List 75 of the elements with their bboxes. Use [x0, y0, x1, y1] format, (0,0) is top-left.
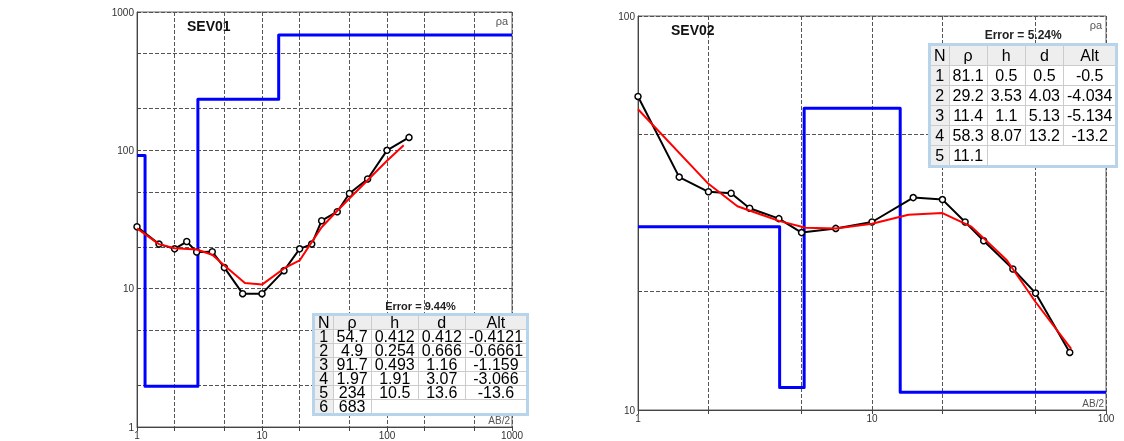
x-tick-label: 100 [378, 429, 396, 441]
annotation: Error = 5.24% [984, 28, 1062, 42]
annotation: 11.4 [949, 105, 988, 126]
chart-title: SEV01 [187, 18, 231, 34]
annotation: 8.07 [987, 125, 1026, 146]
annotation: N [929, 44, 950, 66]
annotation: 2 [929, 85, 950, 106]
annotation: 91.7 [333, 356, 372, 373]
x-axis-title: AB/2 [1082, 397, 1105, 409]
annotation: ρ [333, 314, 372, 331]
annotation: 3 [929, 105, 950, 126]
annotation: Alt [1063, 44, 1117, 66]
annotation: 0.5 [987, 65, 1026, 86]
annotation: -3.066 [465, 370, 528, 387]
annotation: 81.1 [949, 65, 988, 86]
annotation: h [987, 44, 1026, 66]
annotation: ρ [949, 44, 988, 66]
annotation: 3 [313, 356, 334, 373]
y-axis-title: ρa [1089, 18, 1103, 31]
annotation: 1.97 [333, 370, 372, 387]
annotation: -0.5 [1063, 65, 1117, 86]
x-tick-label: 10 [256, 429, 268, 441]
annotation: N [313, 314, 334, 331]
annotation: 10.5 [371, 384, 419, 401]
annotation: -0.6661 [465, 342, 528, 359]
y-axis-title: ρa [495, 14, 509, 27]
annotation: 683 [333, 398, 372, 415]
y-tick-label: 100 [117, 144, 135, 156]
x-axis-title: AB/2 [488, 414, 511, 426]
y-tick-label: 1 [128, 421, 135, 433]
annotation: 0.493 [371, 356, 419, 373]
annotation: 0.254 [371, 342, 419, 359]
annotation: 5.13 [1025, 105, 1064, 126]
annotation: 11.1 [949, 145, 988, 167]
annotation: 234 [333, 384, 372, 401]
annotation: 4.03 [1025, 85, 1064, 106]
annotation: 0.5 [1025, 65, 1064, 86]
annotation: 0.412 [371, 328, 419, 345]
annotation: 3.07 [418, 370, 466, 387]
annotation: d [418, 314, 466, 331]
annotation: 2 [313, 342, 334, 359]
annotation: 29.2 [949, 85, 988, 106]
x-tick-label: 1000 [500, 429, 524, 441]
annotation: 4 [313, 370, 334, 387]
chart-title: SEV02 [671, 22, 715, 38]
annotation: -4.034 [1063, 85, 1117, 106]
x-tick-label: 10 [866, 412, 878, 424]
annotation: 1 [313, 328, 334, 345]
annotation: 13.6 [418, 384, 466, 401]
annotation: 4 [929, 125, 950, 146]
annotation: 3.53 [987, 85, 1026, 106]
y-tick-label: 1000 [111, 6, 135, 18]
annotation: Alt [465, 314, 528, 331]
annotation: -13.2 [1063, 125, 1117, 146]
annotation: h [371, 314, 419, 331]
y-tick-label: 10 [122, 283, 135, 295]
annotation: 6 [313, 398, 334, 415]
annotation: 4.9 [333, 342, 372, 359]
annotation: 58.3 [949, 125, 988, 146]
annotation: 1.1 [987, 105, 1026, 126]
annotation: 0.412 [418, 328, 466, 345]
annotation: 0.666 [418, 342, 466, 359]
annotation: 13.2 [1025, 125, 1064, 146]
annotation: -1.159 [465, 356, 528, 373]
annotation: 5 [929, 145, 950, 167]
annotation: 1.16 [418, 356, 466, 373]
annotation: d [1025, 44, 1064, 66]
annotation: -0.4121 [465, 328, 528, 345]
x-tick-label: 100 [1097, 412, 1115, 424]
annotation: -5.134 [1063, 105, 1117, 126]
annotation: 1.91 [371, 370, 419, 387]
annotation: 1 [929, 65, 950, 86]
annotation: 5 [313, 384, 334, 401]
annotation: Error = 9.44% [384, 300, 457, 312]
annotation: -13.6 [465, 384, 528, 401]
